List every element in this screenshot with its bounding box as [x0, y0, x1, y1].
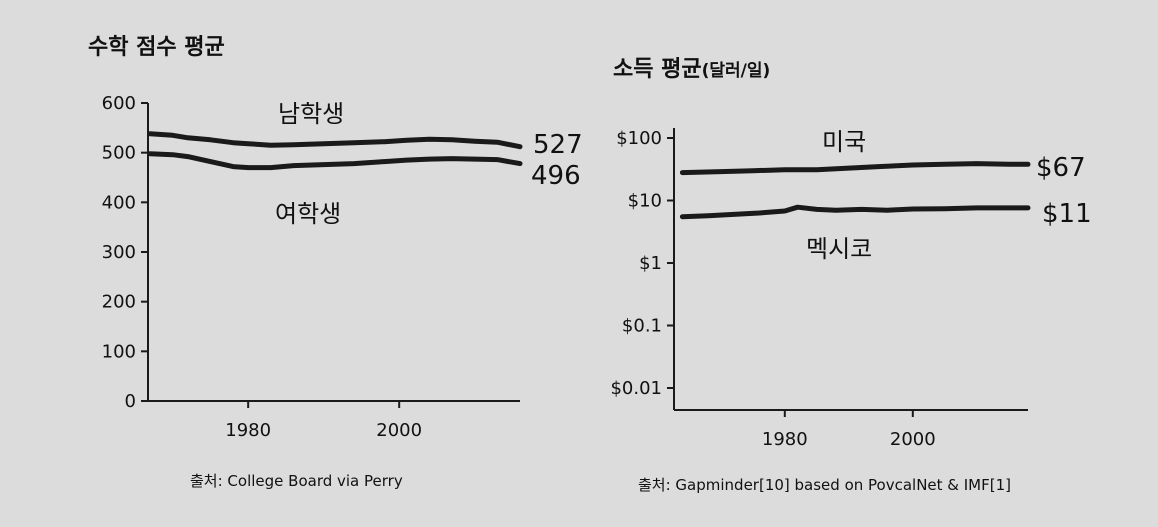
income-y-ticks: $100 $10 $1 $0.1 $0.01 — [610, 128, 674, 399]
x-tick-label: 1980 — [225, 420, 271, 441]
end-label-boys: 527 — [533, 130, 583, 160]
end-label-girls: 496 — [531, 161, 581, 191]
income-chart-source: 출처: Gapminder[10] based on PovcalNet & I… — [638, 476, 1011, 494]
end-label-mexico: $11 — [1042, 199, 1092, 229]
x-tick-label: 1980 — [762, 429, 808, 450]
math-score-chart: 수학 점수 평균 600 500 400 300 200 100 0 1980 2000 남학… — [88, 35, 583, 490]
series-label-mexico: 멕시코 — [806, 235, 872, 263]
math-series-lines — [147, 131, 523, 171]
y-tick-label: 500 — [102, 143, 136, 164]
y-tick-label: $100 — [616, 128, 662, 149]
x-tick-label: 2000 — [376, 420, 422, 441]
income-chart: 소득 평균(달러/일) $100$10$1$0.1$0.01 1980 2000 … — [610, 57, 1091, 494]
y-tick-label: $1 — [639, 253, 662, 274]
y-tick-label: $0.01 — [610, 378, 662, 399]
income-chart-title-unit: (달러/일) — [702, 60, 771, 81]
income-x-ticks: 1980 2000 — [762, 410, 936, 450]
y-tick-label: 400 — [102, 192, 136, 213]
math-chart-source: 출처: College Board via Perry — [190, 472, 403, 490]
y-tick-label: 200 — [102, 292, 136, 313]
y-tick-label: $0.1 — [622, 316, 662, 337]
series-label-usa: 미국 — [822, 128, 866, 156]
income-chart-title-main: 소득 평균 — [613, 57, 702, 82]
math-chart-title: 수학 점수 평균 — [88, 35, 225, 60]
income-series-lines — [679, 161, 1031, 220]
series-line-girls — [147, 151, 523, 171]
series-label-boys: 남학생 — [278, 100, 344, 128]
y-tick-label: 300 — [102, 242, 136, 263]
series-line-usa — [679, 161, 1031, 176]
x-tick-label: 2000 — [890, 429, 936, 450]
end-label-usa: $67 — [1036, 153, 1086, 183]
series-line-mexico — [679, 204, 1031, 220]
income-chart-title: 소득 평균(달러/일) — [613, 57, 770, 82]
y-tick-label: 0 — [125, 391, 136, 412]
y-tick-label: 100 — [102, 341, 136, 362]
math-y-ticks: 600 500 400 300 200 100 0 — [102, 93, 148, 412]
series-line-boys — [147, 131, 523, 150]
math-x-ticks: 1980 2000 — [225, 401, 422, 441]
y-tick-label: 600 — [102, 93, 136, 114]
series-label-girls: 여학생 — [275, 200, 341, 228]
y-tick-label: $10 — [628, 191, 662, 212]
